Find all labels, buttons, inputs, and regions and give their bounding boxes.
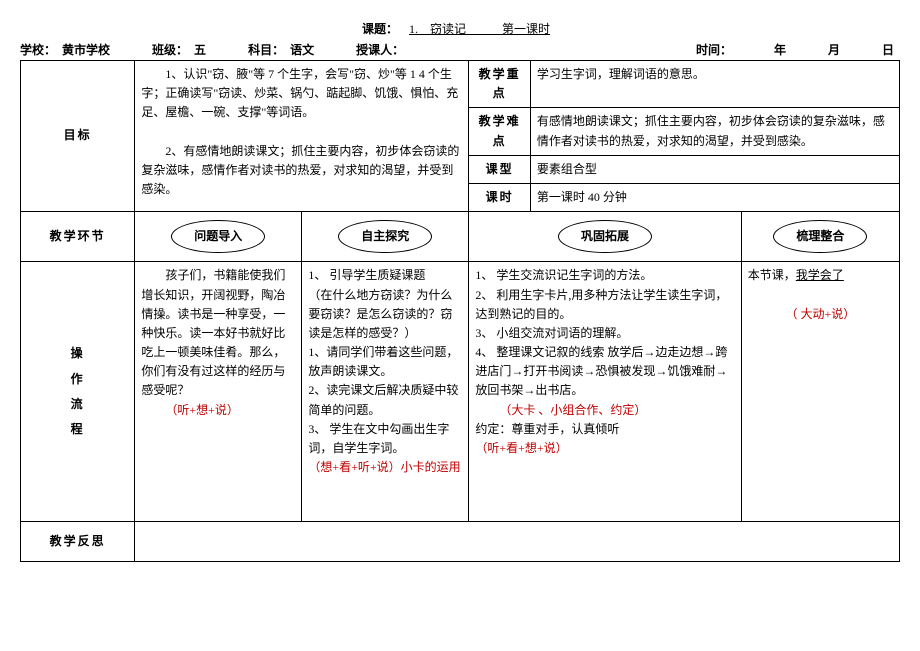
env-cell-3: 巩固拓展 <box>469 212 741 262</box>
ops-col2-l3: 1、请同学们带着这些问题，放声朗读课文。 <box>308 343 462 381</box>
reflect-label: 教学反思 <box>21 522 135 562</box>
difficulty-label: 教学难点 <box>469 108 531 155</box>
topic-label: 课题： <box>362 22 398 36</box>
time-label: 时间： <box>696 41 732 58</box>
school-value: 黄市学校 <box>62 41 110 58</box>
ops-col3-l4: 4、 整理课文记叙的线索 放学后→边走边想→跨进店门→打开书阅读→恐惧被发现→饥… <box>475 343 734 401</box>
ops-col-3: 1、 学生交流识记生字词的方法。 2、 利用生字卡片,用多种方法让学生读生字词，… <box>469 262 741 522</box>
year-label: 年 <box>774 41 786 58</box>
ops-col2-l1: 1、 引导学生质疑课题 <box>308 266 462 285</box>
school-label: 学校： <box>20 41 56 58</box>
ops-col2-l2: （在什么地方窃读？为什么要窃读？是怎么窃读的？窃读是怎样的感受？） <box>308 286 462 344</box>
goals-text: 1、认识"窃、腋"等 7 个生字，会写"窃、炒"等 1 4 个生字；正确读写"窃… <box>135 61 469 212</box>
topic-value: 1. 窃读记 第一课时 <box>401 22 558 36</box>
subject-label: 科目： <box>248 41 284 58</box>
ops-col4-l1: 本节课，我学会了 <box>748 266 893 285</box>
class-label: 班级： <box>152 41 188 58</box>
ops-col3-l1: 1、 学生交流识记生字词的方法。 <box>475 266 734 285</box>
ops-label: 操 作 流 程 <box>21 262 135 522</box>
lesson-type-value: 要素组合型 <box>530 155 899 183</box>
class-value: 五 <box>194 41 206 58</box>
goals-text-1: 1、认识"窃、腋"等 7 个生字，会写"窃、炒"等 1 4 个生字；正确读写"窃… <box>141 65 462 123</box>
env-cell-4: 梳理整合 <box>741 212 899 262</box>
key-point-label: 教学重点 <box>469 61 531 108</box>
ops-col1-p1: 孩子们，书籍能使我们增长知识，开阔视野，陶冶情操。读书是一种享受，一种快乐。读一… <box>141 266 295 400</box>
bubble-consolidate: 巩固拓展 <box>558 220 652 253</box>
key-point-value: 学习生字词，理解词语的意思。 <box>530 61 899 108</box>
ops-col-4: 本节课，我学会了 （ 大动+说） <box>741 262 899 522</box>
ops-col-1: 孩子们，书籍能使我们增长知识，开阔视野，陶冶情操。读书是一种享受，一种快乐。读一… <box>135 262 302 522</box>
goals-text-2: 2、有感情地朗读课文；抓住主要内容，初步体会窃读的复杂滋味，感情作者对读书的热爱… <box>141 142 462 200</box>
ops-col3-l2: 2、 利用生字卡片,用多种方法让学生读生字词，达到熟记的目的。 <box>475 286 734 324</box>
ops-col2-l4: 2、读完课文后解决质疑中较简单的问题。 <box>308 381 462 419</box>
goals-label: 目标 <box>21 61 135 212</box>
ops-col2-l5: 3、 学生在文中勾画出生字词，自学生字词。 <box>308 420 462 458</box>
ops-col3-red2: （听+看+想+说） <box>475 439 734 458</box>
bubble-intro: 问题导入 <box>171 220 265 253</box>
ops-col3-l5: 约定：尊重对手，认真倾听 <box>475 420 734 439</box>
env-cell-2: 自主探究 <box>302 212 469 262</box>
month-label: 月 <box>828 41 840 58</box>
ops-col2-red: （想+看+听+说）小卡的运用 <box>308 458 462 477</box>
ops-col3-l3: 3、 小组交流对词语的理解。 <box>475 324 734 343</box>
lesson-plan-table: 目标 1、认识"窃、腋"等 7 个生字，会写"窃、炒"等 1 4 个生字；正确读… <box>20 60 900 562</box>
ops-col1-red: （听+想+说） <box>141 401 295 420</box>
info-line: 学校： 黄市学校 班级： 五 科目： 语文 授课人： 时间： 年 月 日 <box>20 41 900 58</box>
topic-line: 课题： 1. 窃读记 第一课时 <box>20 20 900 37</box>
env-label: 教学环节 <box>21 212 135 262</box>
ops-col-2: 1、 引导学生质疑课题 （在什么地方窃读？为什么要窃读？是怎么窃读的？窃读是怎样… <box>302 262 469 522</box>
period-label: 课时 <box>469 183 531 211</box>
bubble-summary: 梳理整合 <box>773 220 867 253</box>
lesson-type-label: 课型 <box>469 155 531 183</box>
env-cell-1: 问题导入 <box>135 212 302 262</box>
reflect-cell <box>135 522 900 562</box>
day-label: 日 <box>882 41 894 58</box>
difficulty-value: 有感情地朗读课文；抓住主要内容，初步体会窃读的复杂滋味，感情作者对读书的热爱，对… <box>530 108 899 155</box>
bubble-explore: 自主探究 <box>338 220 432 253</box>
teacher-label: 授课人： <box>356 41 404 58</box>
subject-value: 语文 <box>290 41 314 58</box>
period-value: 第一课时 40 分钟 <box>530 183 899 211</box>
ops-col4-red: （ 大动+说） <box>748 305 893 324</box>
ops-col3-red1: （大卡 、小组合作、约定） <box>475 401 734 420</box>
